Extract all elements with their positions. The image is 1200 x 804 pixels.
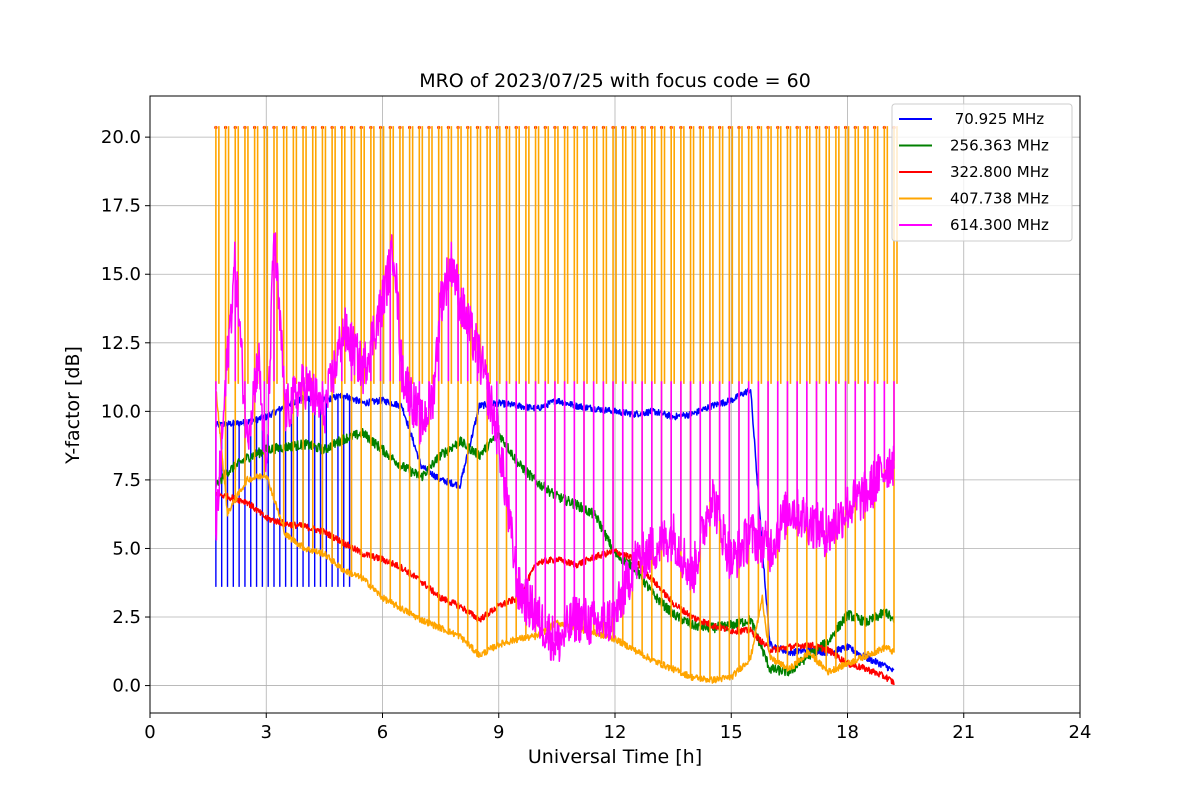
legend: 70.925 MHz 256.363 MHz 322.800 MHz 407.738 … [891, 103, 1073, 242]
legend-box [891, 103, 1073, 242]
legend-label: 70.925 MHz [950, 110, 1044, 128]
plot-series [214, 125, 898, 686]
x-tick-label: 18 [836, 722, 859, 743]
series-line [215, 232, 895, 663]
legend-label: 614.300 MHz [950, 216, 1049, 234]
y-tick-label: 12.5 [101, 333, 141, 354]
x-tick-label: 6 [377, 722, 388, 743]
chart-title: MRO of 2023/07/25 with focus code = 60 [419, 70, 811, 92]
y-tick-label: 20.0 [101, 127, 141, 148]
x-tick-label: 21 [952, 722, 975, 743]
y-tick-label: 7.5 [112, 470, 141, 491]
legend-label: 256.363 MHz [950, 137, 1049, 155]
legend-label: 322.800 MHz [950, 163, 1049, 181]
x-tick-label: 12 [604, 722, 627, 743]
y-axis-label: Y-factor [dB] [62, 346, 84, 465]
x-tick-label: 24 [1069, 722, 1092, 743]
y-tick-label: 15.0 [101, 264, 141, 285]
x-tick-label: 15 [720, 722, 743, 743]
y-tick-label: 5.0 [112, 538, 141, 559]
y-tick-label: 10.0 [101, 401, 141, 422]
x-tick-label: 0 [144, 722, 155, 743]
x-tick-label: 9 [493, 722, 504, 743]
series-4 [215, 232, 895, 663]
axis-ticks: 0 3 6 9 12 15 18 21 24 0.0 2.5 5.0 7.5 10.0 12.5 15.0 17… [101, 127, 1092, 743]
x-axis-label: Universal Time [h] [528, 746, 702, 768]
y-tick-label: 17.5 [101, 196, 141, 217]
legend-label: 407.738 MHz [950, 190, 1049, 208]
y-tick-label: 2.5 [112, 607, 141, 628]
y-tick-label: 0.0 [112, 676, 141, 697]
x-tick-label: 3 [261, 722, 272, 743]
